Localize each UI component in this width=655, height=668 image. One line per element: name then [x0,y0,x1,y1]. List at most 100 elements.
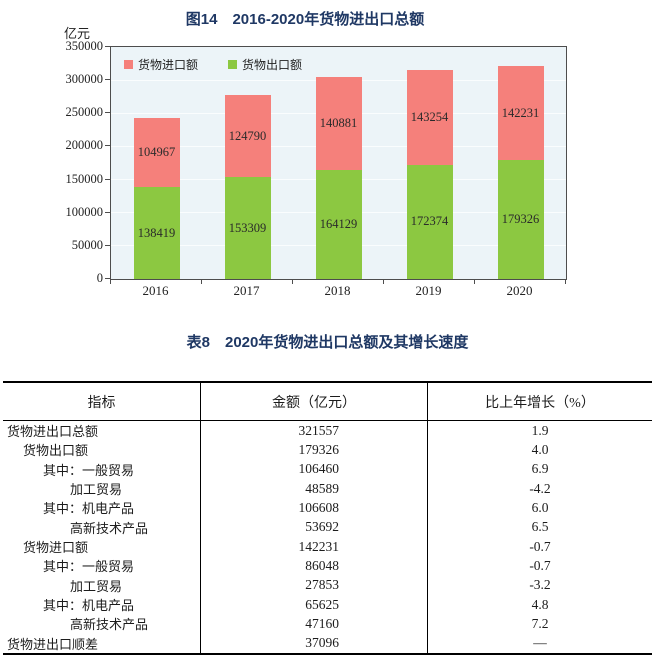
indicator-cell: 货物进口额 [23,540,89,556]
table-row: 其中：一般贸易 86048 -0.7 [3,556,652,576]
indicator-cell: 其中：一般贸易 [43,462,135,478]
table-row: 货物进出口顺差 37096— [3,633,652,653]
amount-cell: 106460 [200,459,427,479]
y-axis-tick-label: 200000 [65,138,104,153]
amount-cell: 65625 [200,594,427,615]
amount-cell: 37096 [200,633,427,653]
bar-segment: 164129 [315,170,362,279]
bar-value-label: 124790 [228,128,267,143]
bar-segment: 140881 [315,76,362,171]
table-row: 其中：机电产品 65625 4.8 [3,594,652,615]
table-header-row: 指标 金额（亿元） 比上年增长（%） [3,383,652,421]
growth-cell: -3.2 [427,575,652,595]
indicator-cell: 货物出口额 [23,443,89,459]
bar-value-label: 172374 [410,214,449,229]
bar-value-label: 140881 [319,116,358,131]
growth-cell: 6.0 [427,498,652,518]
bar-value-label: 164129 [319,217,358,232]
growth-cell: 7.2 [427,614,652,634]
bar-segment: 104967 [133,117,180,188]
x-axis-tick [110,280,111,284]
table-8: 指标 金额（亿元） 比上年增长（%） 货物进出口总额 321557 1.9 货物出口额… [3,381,652,655]
growth-cell: -0.7 [427,556,652,576]
bar-value-label: 142231 [501,105,540,120]
legend-swatch [228,60,238,69]
bar-value-label: 104967 [137,144,176,159]
growth-cell: 4.8 [427,594,652,615]
legend-label: 货物出口额 [242,58,303,72]
bar-value-label: 179326 [501,212,540,227]
bar-value-label: 143254 [410,109,449,124]
x-axis-tick-label: 2019 [415,283,442,298]
growth-cell: 6.9 [427,459,652,479]
y-axis-tick [105,79,110,81]
table-row: 高新技术产品 47160 7.2 [3,614,652,634]
x-axis-tick [292,280,293,284]
y-axis-tick-label: 100000 [65,204,104,219]
amount-cell: 86048 [200,556,427,576]
y-axis-tick-label: 0 [96,271,103,285]
bar-segment: 142231 [497,65,544,161]
y-axis-tick [105,145,110,147]
amount-cell: 27853 [200,575,427,595]
table-row: 加工贸易 48589 -4.2 [3,478,652,499]
table-body: 货物进出口总额 321557 1.9 货物出口额 179326 4.0 其中：一般贸易 106… [3,421,652,653]
indicator-cell: 货物进出口总额 [7,424,99,440]
bar-value-label: 138419 [137,225,176,240]
growth-cell: 6.5 [427,517,652,537]
y-axis-tick-label: 250000 [65,105,104,120]
growth-cell: -4.2 [427,478,652,499]
legend-swatch [124,60,133,69]
legend-label: 货物进口额 [138,58,199,72]
table-title: 表8 2020年货物进出口总额及其增长速度 [186,334,469,351]
indicator-cell: 加工贸易 [70,482,123,498]
bar-segment: 138419 [133,187,180,279]
table-row: 高新技术产品 53692 6.5 [3,517,652,537]
plot-area: 货物进口额 货物出口额 138419 104967 153309 124790 16412… [110,46,567,280]
x-axis-tick-label: 2020 [506,283,533,298]
indicator-cell: 其中：机电产品 [43,598,135,614]
amount-cell: 106608 [200,498,427,518]
amount-cell: 321557 [200,421,427,441]
table-row: 其中：机电产品 106608 6.0 [3,498,652,518]
x-axis-tick [565,280,566,284]
table-row: 货物出口额 179326 4.0 [3,440,652,460]
y-axis-tick [105,244,110,246]
y-axis-tick-label: 150000 [65,171,104,186]
header-growth: 比上年增长（%） [427,383,652,420]
bar-segment: 124790 [224,94,271,178]
y-axis-tick-label: 50000 [71,237,103,252]
y-axis-tick [105,112,110,114]
growth-cell: 4.0 [427,440,652,460]
indicator-cell: 高新技术产品 [70,617,149,633]
x-axis-tick-label: 2018 [324,283,351,298]
growth-cell: — [427,633,652,653]
amount-cell: 53692 [200,517,427,537]
x-axis-tick-label: 2017 [233,283,260,298]
x-axis-tick [383,280,384,284]
amount-cell: 142231 [200,536,427,557]
y-axis-unit-label: 亿元 [63,26,90,41]
header-amount: 金额（亿元） [200,383,427,420]
indicator-cell: 其中：机电产品 [43,501,135,517]
y-axis-tick [105,46,110,47]
y-axis-tick [105,278,110,279]
table-row: 货物进出口总额 321557 1.9 [3,421,652,441]
legend-item: 货物出口额 [228,56,302,73]
y-axis-tick-label: 350000 [65,39,104,53]
y-axis-tick [105,211,110,213]
bar-segment: 153309 [224,177,271,279]
legend-item: 货物进口额 [124,56,198,73]
header-indicator: 指标 [87,395,116,411]
bar-value-label: 153309 [228,220,267,235]
table-row: 货物进口额 142231 -0.7 [3,536,652,557]
bar-segment: 143254 [406,69,453,165]
indicator-cell: 货物进出口顺差 [7,636,99,652]
y-axis-tick-label: 300000 [65,72,104,87]
table-row: 其中：一般贸易 106460 6.9 [3,459,652,479]
growth-cell: 1.9 [427,421,652,441]
bar-segment: 172374 [406,164,453,279]
figure-title: 图14 2016-2020年货物进出口总额 [185,11,425,28]
amount-cell: 179326 [200,440,427,460]
